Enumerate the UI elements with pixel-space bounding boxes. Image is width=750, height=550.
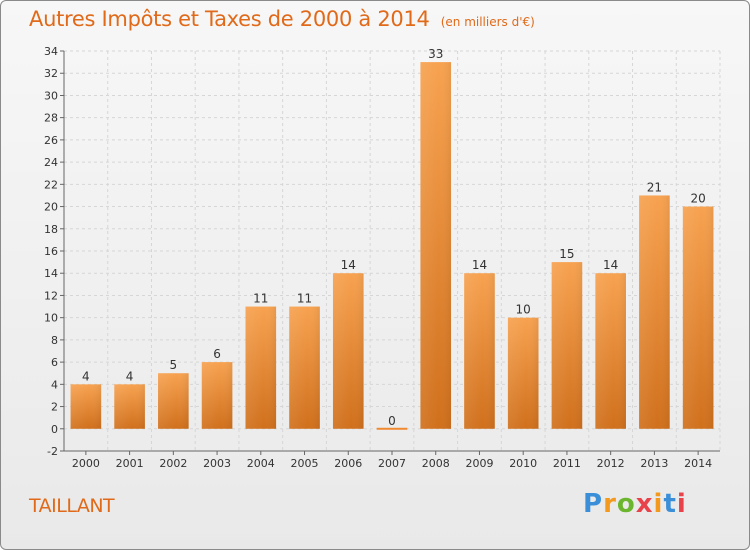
y-tick-label: 6	[51, 356, 58, 369]
bar-shading	[70, 384, 102, 429]
bar	[376, 427, 408, 430]
bar-shading	[507, 317, 539, 429]
bar-shading	[420, 62, 452, 429]
commune-name: TAILLANT	[29, 495, 115, 517]
data-label: 15	[559, 247, 574, 261]
y-tick-label: 12	[44, 289, 58, 302]
x-tick-label: 2007	[378, 457, 406, 470]
x-tick-label: 2010	[509, 457, 537, 470]
data-label: 11	[253, 292, 268, 306]
data-label: 10	[516, 303, 531, 317]
x-tick-label: 2011	[553, 457, 581, 470]
y-tick-label: 28	[44, 112, 58, 125]
y-tick-label: 0	[51, 423, 58, 436]
data-label: 14	[603, 258, 618, 272]
logo-letter: i	[676, 489, 687, 519]
bar-layer: 4 4 5 6 11 11 14 0 33 14 10 15 14 21 20	[70, 47, 714, 430]
bar-shading	[158, 373, 189, 429]
y-tick-label: 30	[44, 89, 58, 102]
logo-letter: x	[635, 489, 654, 519]
data-label: 6	[213, 347, 221, 361]
x-tick-label: 2002	[159, 457, 187, 470]
y-tick-label: 18	[44, 223, 58, 236]
data-label: 11	[297, 292, 312, 306]
y-tick-label: 14	[44, 267, 58, 280]
bar-shading	[464, 273, 495, 429]
x-tick-label: 2013	[640, 457, 668, 470]
bar-shading	[332, 273, 364, 429]
y-tick-label: 8	[51, 334, 58, 347]
x-tick-label: 2014	[684, 457, 712, 470]
y-tick-label: 4	[51, 378, 58, 391]
y-tick-label: 26	[44, 134, 58, 147]
bar-shading	[639, 195, 670, 429]
logo-letter: t	[663, 489, 677, 519]
y-tick-label: 22	[44, 178, 58, 191]
y-tick-label: 2	[51, 401, 58, 414]
y-tick-label: 32	[44, 67, 58, 80]
data-label: 21	[647, 180, 662, 194]
bar-shading	[551, 262, 583, 429]
x-tick-label: 2000	[72, 457, 100, 470]
logo-letter: i	[653, 489, 664, 519]
bar-shading	[682, 206, 714, 429]
chart-title-block: Autres Impôts et Taxes de 2000 à 2014 (e…	[29, 7, 535, 31]
x-tick-label: 2004	[247, 457, 275, 470]
bar-shading	[289, 306, 320, 429]
bar-shading	[245, 306, 277, 429]
data-label: 5	[170, 358, 178, 372]
bar-shading	[201, 362, 233, 429]
bar-shading	[595, 273, 626, 429]
chart-title: Autres Impôts et Taxes de 2000 à 2014	[29, 7, 430, 31]
data-label: 4	[82, 369, 90, 383]
data-label: 14	[472, 258, 487, 272]
x-tick-label: 2005	[291, 457, 319, 470]
data-label: 33	[428, 47, 443, 61]
x-tick-label: 2009	[465, 457, 493, 470]
x-tick-label: 2001	[116, 457, 144, 470]
y-tick-label: 34	[44, 45, 58, 58]
x-tick-label: 2003	[203, 457, 231, 470]
data-label: 20	[690, 192, 705, 206]
logo-letter: P	[583, 489, 604, 519]
x-tick-label: 2006	[334, 457, 362, 470]
bar-shading	[114, 384, 145, 429]
y-tick-label: 20	[44, 201, 58, 214]
logo-letter: r	[603, 489, 617, 519]
y-tick-label: 16	[44, 245, 58, 258]
y-tick-label: 10	[44, 312, 58, 325]
x-tick-label: 2012	[597, 457, 625, 470]
data-label: 14	[341, 258, 356, 272]
logo-letter: o	[616, 489, 636, 519]
y-tick-label: -2	[47, 445, 58, 458]
data-label: 4	[126, 369, 134, 383]
chart-subtitle: (en milliers d'€)	[440, 15, 535, 29]
data-label: 0	[388, 414, 396, 428]
x-tick-label: 2008	[422, 457, 450, 470]
proxiti-logo: Proxiti	[583, 489, 687, 523]
y-tick-label: 24	[44, 156, 58, 169]
